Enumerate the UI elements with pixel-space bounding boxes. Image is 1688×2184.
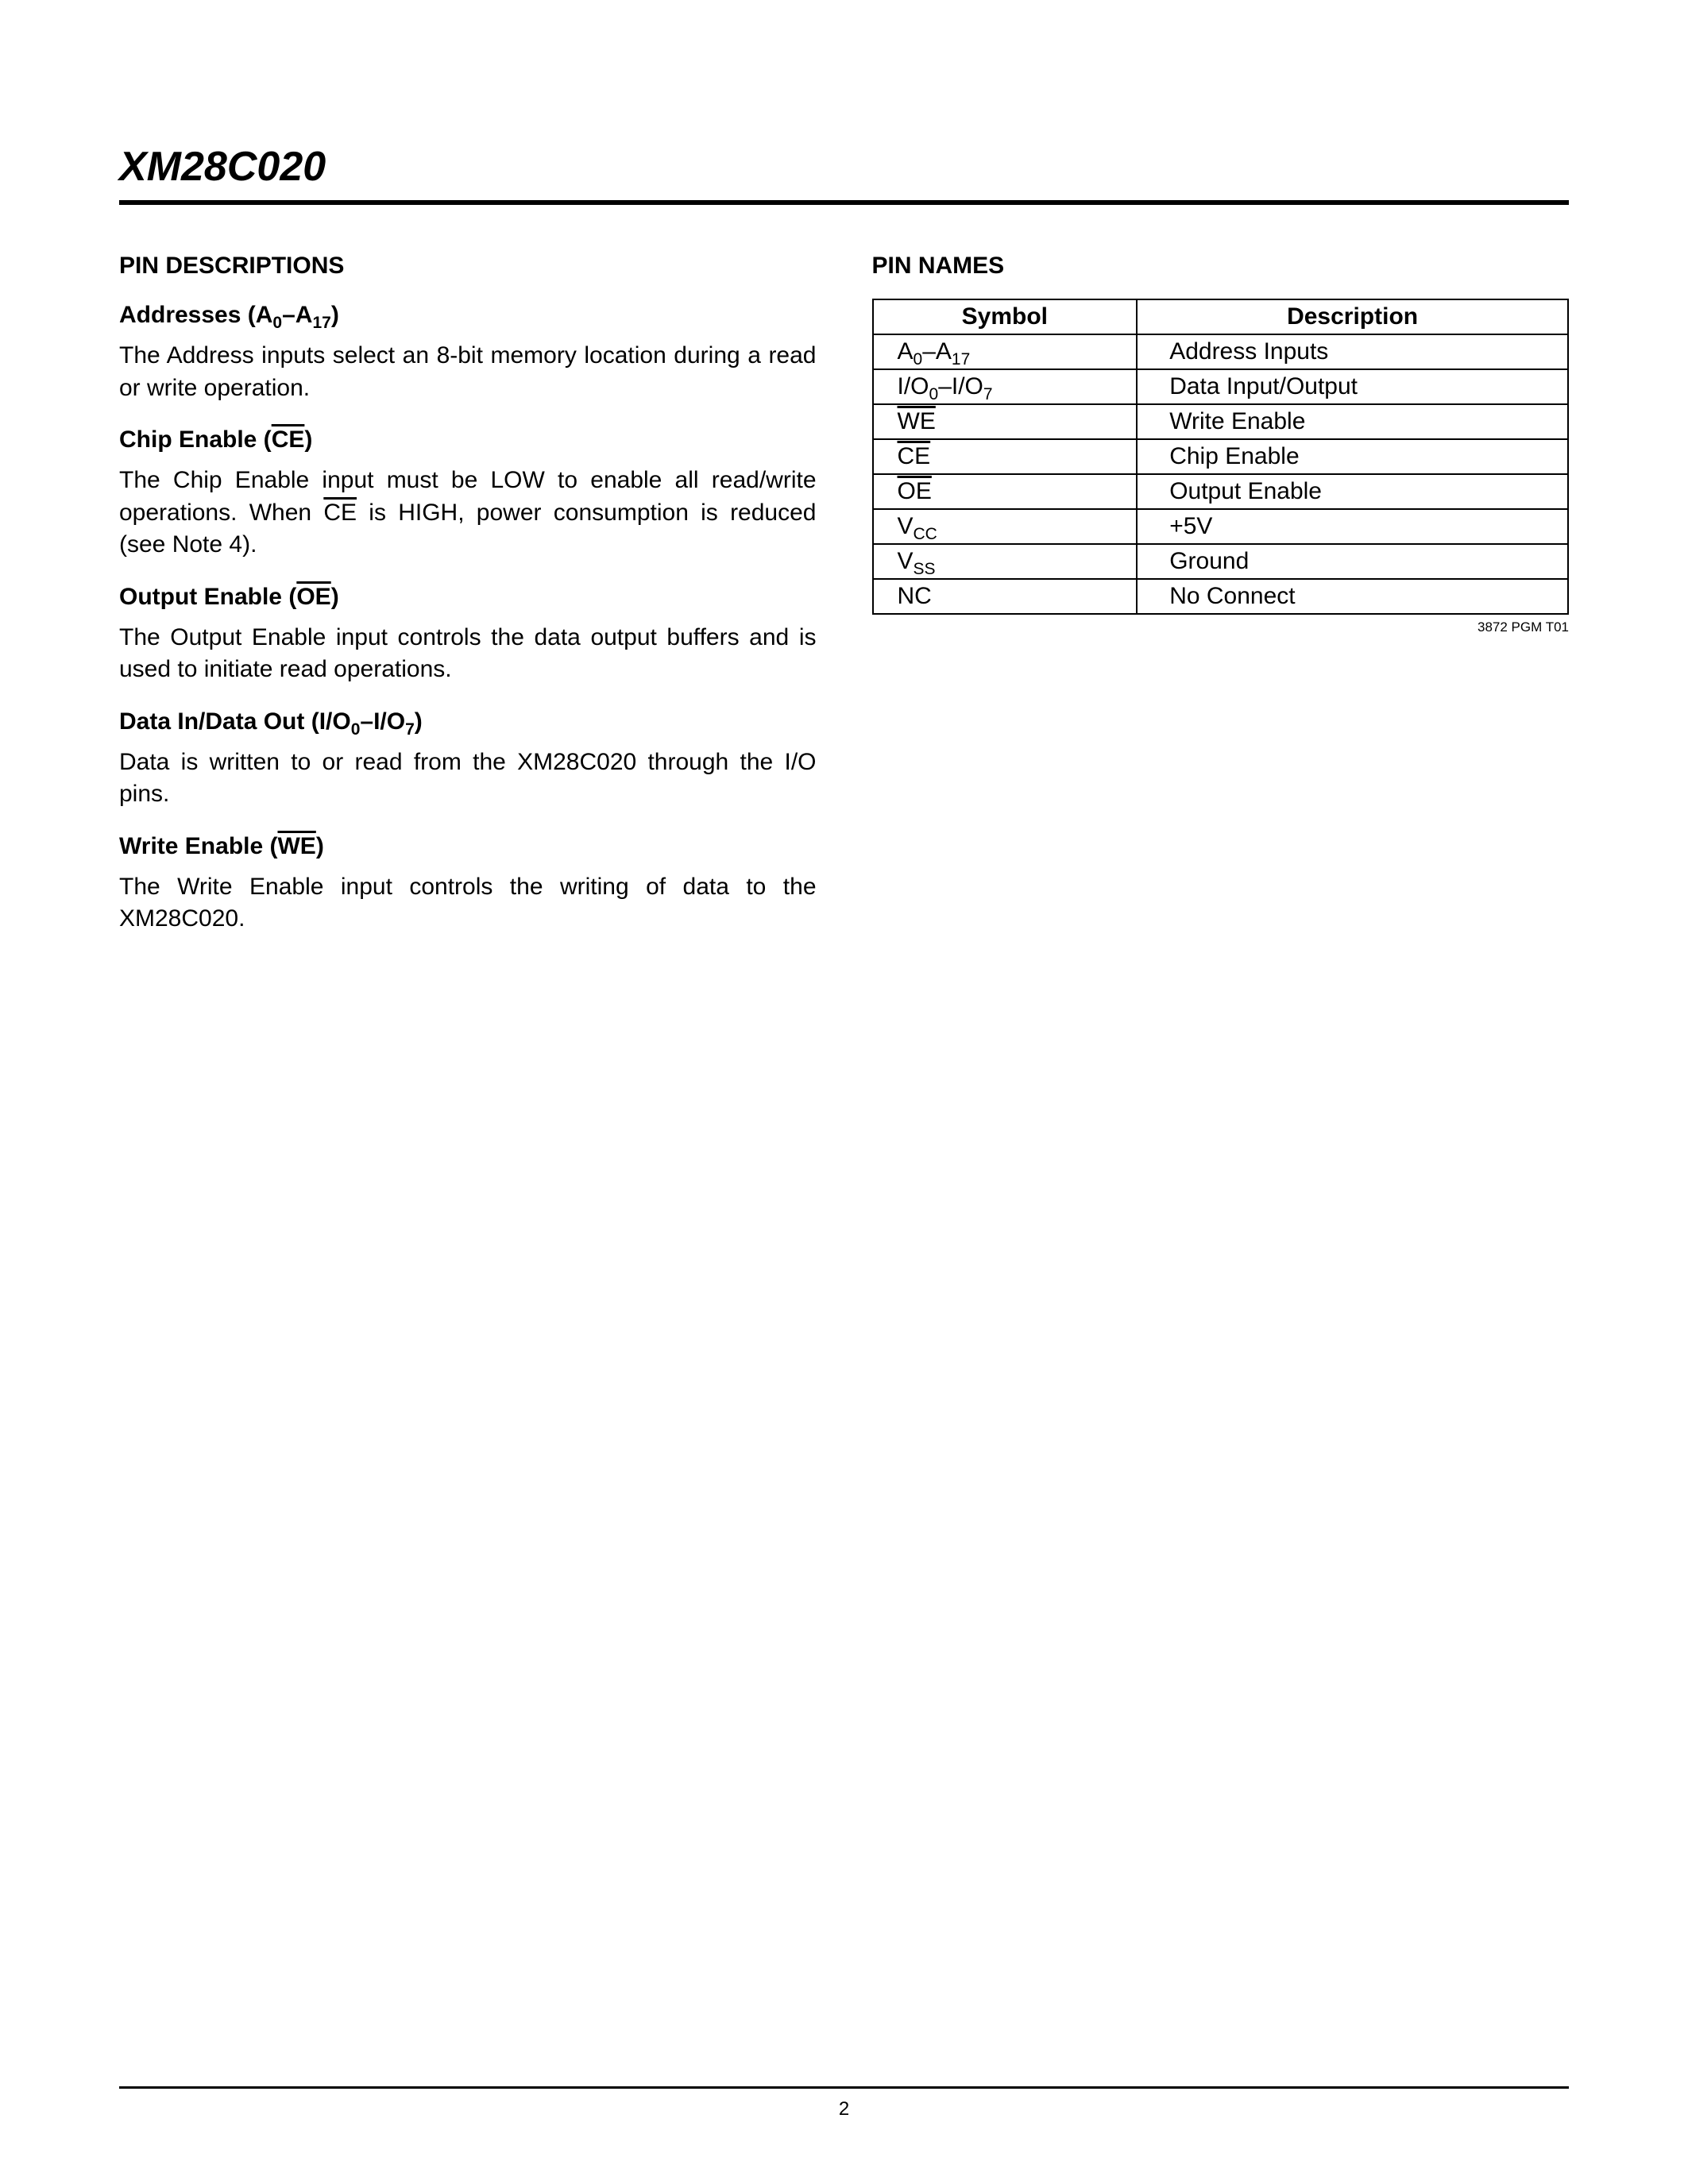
cell-description: Write Enable bbox=[1137, 404, 1568, 439]
left-column: PIN DESCRIPTIONS Addresses (A0–A17) The A… bbox=[119, 253, 817, 936]
table-footnote: 3872 PGM T01 bbox=[872, 619, 1570, 635]
footer-rule bbox=[119, 2086, 1569, 2089]
col-symbol: Symbol bbox=[873, 299, 1138, 334]
table-row: I/O0–I/O7Data Input/Output bbox=[873, 369, 1569, 404]
table-row: NCNo Connect bbox=[873, 579, 1569, 614]
table-row: VSSGround bbox=[873, 544, 1569, 579]
subsection-body: The Chip Enable input must be LOW to ena… bbox=[119, 465, 817, 561]
cell-symbol: CE bbox=[873, 439, 1138, 474]
table-row: VCC+5V bbox=[873, 509, 1569, 544]
cell-symbol: NC bbox=[873, 579, 1138, 614]
subsection-heading: Data In/Data Out (I/O0–I/O7) bbox=[119, 708, 817, 735]
subsection-heading: Chip Enable (CE) bbox=[119, 426, 817, 453]
page-number: 2 bbox=[0, 2098, 1688, 2120]
cell-symbol: WE bbox=[873, 404, 1138, 439]
pin-names-heading: PIN NAMES bbox=[872, 253, 1570, 280]
cell-description: No Connect bbox=[1137, 579, 1568, 614]
table-row: WEWrite Enable bbox=[873, 404, 1569, 439]
cell-symbol: OE bbox=[873, 474, 1138, 509]
title-rule bbox=[119, 200, 1569, 205]
table-header-row: Symbol Description bbox=[873, 299, 1569, 334]
subsection-heading: Output Enable (OE) bbox=[119, 584, 817, 611]
pin-names-table: Symbol Description A0–A17Address InputsI… bbox=[872, 299, 1570, 615]
table-row: A0–A17Address Inputs bbox=[873, 334, 1569, 369]
cell-description: Ground bbox=[1137, 544, 1568, 579]
subsection-body: The Address inputs select an 8-bit memor… bbox=[119, 340, 817, 404]
pin-descriptions-heading: PIN DESCRIPTIONS bbox=[119, 253, 817, 280]
subsection-heading: Write Enable (WE) bbox=[119, 833, 817, 860]
cell-description: Data Input/Output bbox=[1137, 369, 1568, 404]
col-description: Description bbox=[1137, 299, 1568, 334]
page-title: XM28C020 bbox=[119, 143, 1569, 191]
table-row: OEOutput Enable bbox=[873, 474, 1569, 509]
two-column-layout: PIN DESCRIPTIONS Addresses (A0–A17) The A… bbox=[119, 253, 1569, 936]
cell-description: Output Enable bbox=[1137, 474, 1568, 509]
subsection-body: The Write Enable input controls the writ… bbox=[119, 871, 817, 936]
table-row: CEChip Enable bbox=[873, 439, 1569, 474]
cell-description: +5V bbox=[1137, 509, 1568, 544]
subsection-body: The Output Enable input controls the dat… bbox=[119, 622, 817, 686]
cell-symbol: I/O0–I/O7 bbox=[873, 369, 1138, 404]
cell-description: Address Inputs bbox=[1137, 334, 1568, 369]
subsection-heading: Addresses (A0–A17) bbox=[119, 302, 817, 329]
cell-symbol: VSS bbox=[873, 544, 1138, 579]
cell-symbol: VCC bbox=[873, 509, 1138, 544]
cell-description: Chip Enable bbox=[1137, 439, 1568, 474]
cell-symbol: A0–A17 bbox=[873, 334, 1138, 369]
subsection-body: Data is written to or read from the XM28… bbox=[119, 747, 817, 811]
right-column: PIN NAMES Symbol Description A0–A17Addre… bbox=[872, 253, 1570, 936]
